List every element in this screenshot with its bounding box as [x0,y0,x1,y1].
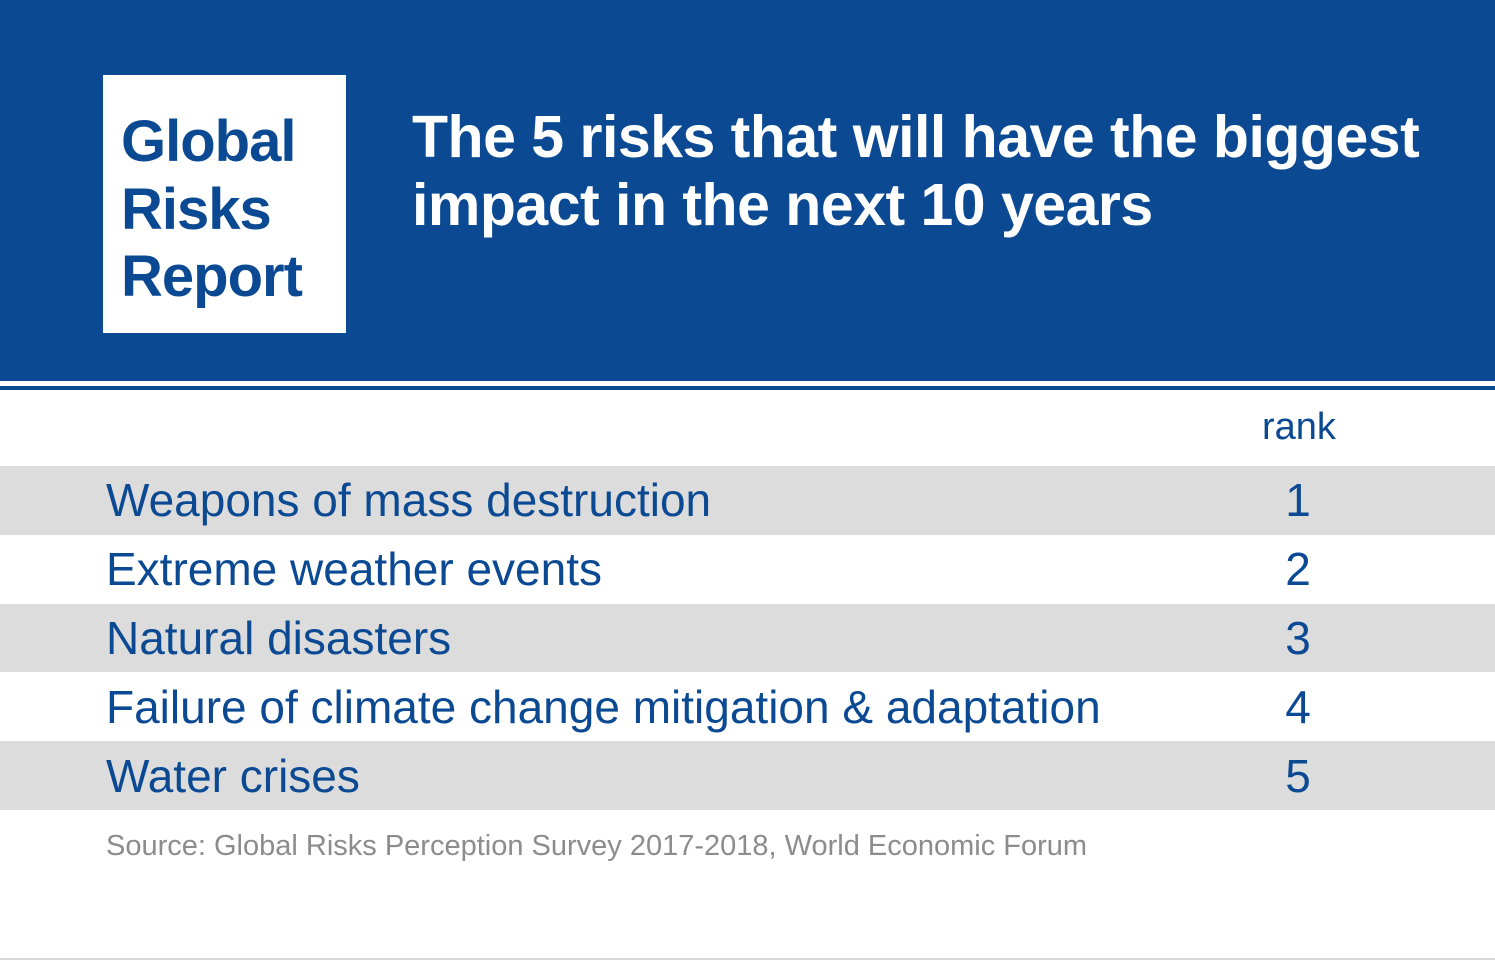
risk-label: Weapons of mass destruction [106,474,712,527]
logo-line-3: Report [121,244,303,309]
risk-rank: 4 [1285,680,1311,733]
risk-label: Water crises [106,749,360,802]
table-row: Natural disasters 3 [0,603,1495,673]
bottom-divider [0,958,1495,960]
risk-rank: 3 [1285,611,1311,664]
rank-column-header: rank [1262,406,1336,448]
risk-label: Natural disasters [106,611,452,664]
logo-line-1: Global [121,109,296,174]
header-banner: Global Risks Report The 5 risks that wil… [0,0,1495,381]
logo-line-2: Risks [121,177,272,242]
source-note: Source: Global Risks Perception Survey 2… [106,830,1088,862]
chart-title: The 5 risks that will have the biggest i… [412,104,1420,238]
table-row: Weapons of mass destruction 1 [0,466,1495,535]
table-row: Failure of climate change mitigation & a… [0,672,1495,741]
risk-rank: 2 [1285,543,1311,596]
table-row: Water crises 5 [0,741,1495,810]
table-row: Extreme weather events 2 [0,535,1495,604]
risk-rank: 5 [1285,749,1311,802]
risk-rank: 1 [1285,474,1311,527]
header-divider [0,386,1495,390]
risk-label: Failure of climate change mitigation & a… [106,680,1101,733]
risk-table: Weapons of mass destruction 1 Extreme weat… [0,466,1495,810]
risk-label: Extreme weather events [106,543,603,596]
report-logo: Global Risks Report [103,75,346,333]
